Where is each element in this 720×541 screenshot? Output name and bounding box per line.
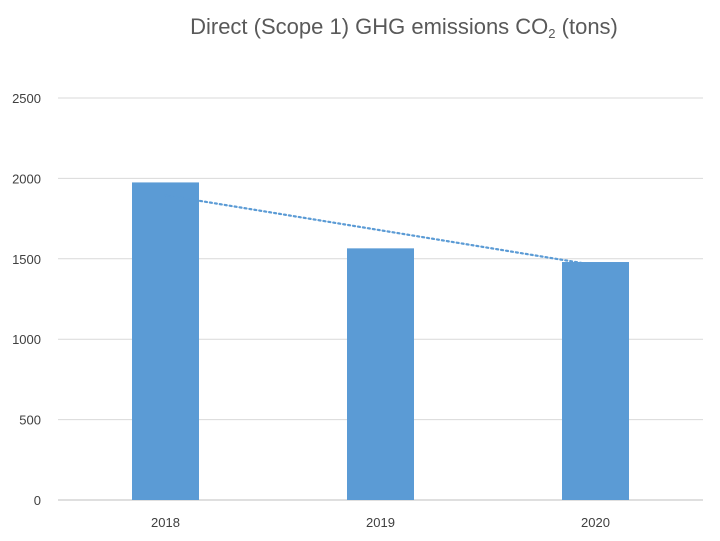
bars: [132, 182, 629, 501]
y-tick-label-1000: 1000: [12, 332, 41, 347]
chart-title-main: Direct (Scope 1) GHG emissions CO: [190, 14, 549, 39]
y-tick-label-2000: 2000: [12, 171, 41, 186]
linear-trendline: [164, 194, 597, 267]
x-axis-tick-labels: 2018 2019 2020: [151, 515, 610, 530]
y-tick-label-0: 0: [34, 493, 41, 508]
chart-title-suffix: (tons): [555, 14, 618, 39]
y-tick-label-1500: 1500: [12, 252, 41, 267]
bar-2018: [132, 182, 199, 501]
y-tick-label-500: 500: [19, 413, 41, 428]
x-tick-label-2020: 2020: [581, 515, 610, 530]
x-tick-label-2018: 2018: [151, 515, 180, 530]
y-tick-label-2500: 2500: [12, 91, 41, 106]
y-axis-tick-labels: 0 500 1000 1500 2000 2500: [12, 91, 41, 508]
trendline-layer: [164, 194, 597, 267]
bar-2020: [562, 262, 629, 500]
x-tick-label-2019: 2019: [366, 515, 395, 530]
chart-title-subscript: 2: [548, 26, 556, 41]
bar-2019: [347, 248, 414, 500]
chart-title: Direct (Scope 1) GHG emissions CO2 (tons…: [0, 14, 720, 41]
